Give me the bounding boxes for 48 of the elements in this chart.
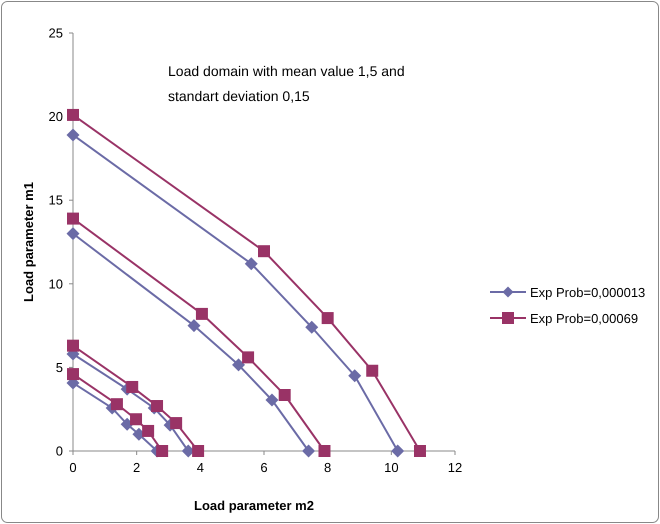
point	[265, 394, 278, 407]
point	[170, 417, 182, 430]
point	[192, 445, 204, 457]
point	[151, 400, 164, 412]
x-tick-label: 4	[196, 460, 204, 475]
x-tick-label: 8	[324, 460, 332, 475]
point	[366, 364, 378, 377]
point	[67, 108, 79, 121]
y-tick-label: 10	[48, 276, 63, 292]
y-axis-title: Load parameter m1	[21, 182, 36, 302]
point	[67, 368, 79, 380]
point	[322, 312, 334, 324]
x-tick-label: 0	[69, 460, 77, 475]
y-tick-label: 0	[56, 444, 63, 458]
point	[318, 445, 330, 457]
y-tick-label: 25	[48, 26, 63, 40]
x-tick-label: 2	[133, 460, 140, 475]
annotation: Load domain with mean value 1,5 and standart deviation 0,15	[168, 63, 405, 104]
point	[258, 245, 270, 258]
point	[67, 340, 79, 352]
point	[130, 413, 142, 426]
point	[66, 128, 80, 142]
point	[232, 358, 246, 372]
y-tick-label: 5	[56, 360, 63, 375]
point	[305, 320, 318, 334]
x-tick-label: 6	[260, 460, 268, 475]
point	[196, 308, 208, 320]
y-tick-label: 15	[48, 192, 63, 208]
x-tick-label: 12	[448, 460, 462, 475]
point	[156, 445, 168, 457]
point	[278, 388, 291, 401]
x-tick-label: 10	[384, 460, 399, 475]
point	[391, 444, 404, 458]
point	[414, 445, 426, 457]
point	[142, 424, 154, 437]
point	[242, 351, 254, 364]
legend-label: Exp Prob=0,00069	[530, 311, 638, 326]
y-tick-label: 20	[48, 109, 63, 124]
point	[110, 398, 123, 410]
point	[126, 380, 138, 393]
point	[66, 227, 80, 240]
point	[348, 369, 362, 382]
x-axis-title: Load parameter m2	[194, 498, 314, 513]
point	[67, 212, 79, 225]
legend-label: Exp Prob=0,000013	[530, 285, 646, 300]
point	[187, 319, 200, 332]
point	[302, 444, 316, 458]
point	[244, 257, 258, 270]
